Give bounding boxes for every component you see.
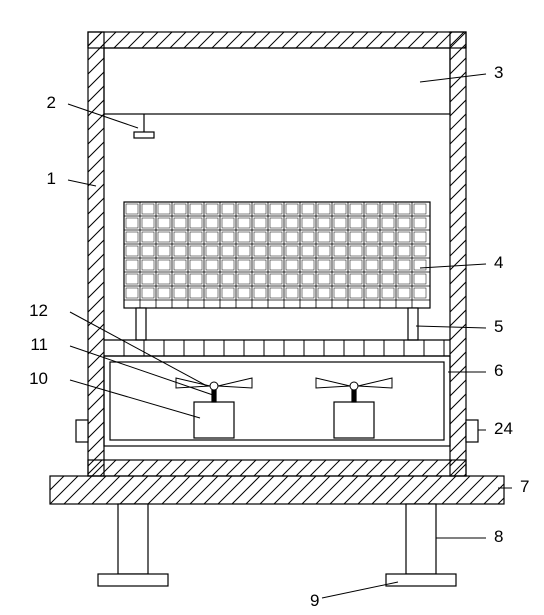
label-7: 7 — [520, 477, 529, 496]
label-10: 10 — [29, 369, 48, 388]
label-12: 12 — [29, 301, 48, 320]
label-3: 3 — [494, 63, 503, 82]
label-9: 9 — [310, 591, 319, 610]
label-4: 4 — [494, 253, 503, 272]
grid-block — [124, 202, 430, 308]
label-2: 2 — [47, 93, 56, 112]
label-24: 24 — [494, 419, 513, 438]
label-6: 6 — [494, 361, 503, 380]
label-1: 1 — [47, 169, 56, 188]
label-8: 8 — [494, 527, 503, 546]
label-5: 5 — [494, 317, 503, 336]
label-11: 11 — [30, 335, 48, 354]
